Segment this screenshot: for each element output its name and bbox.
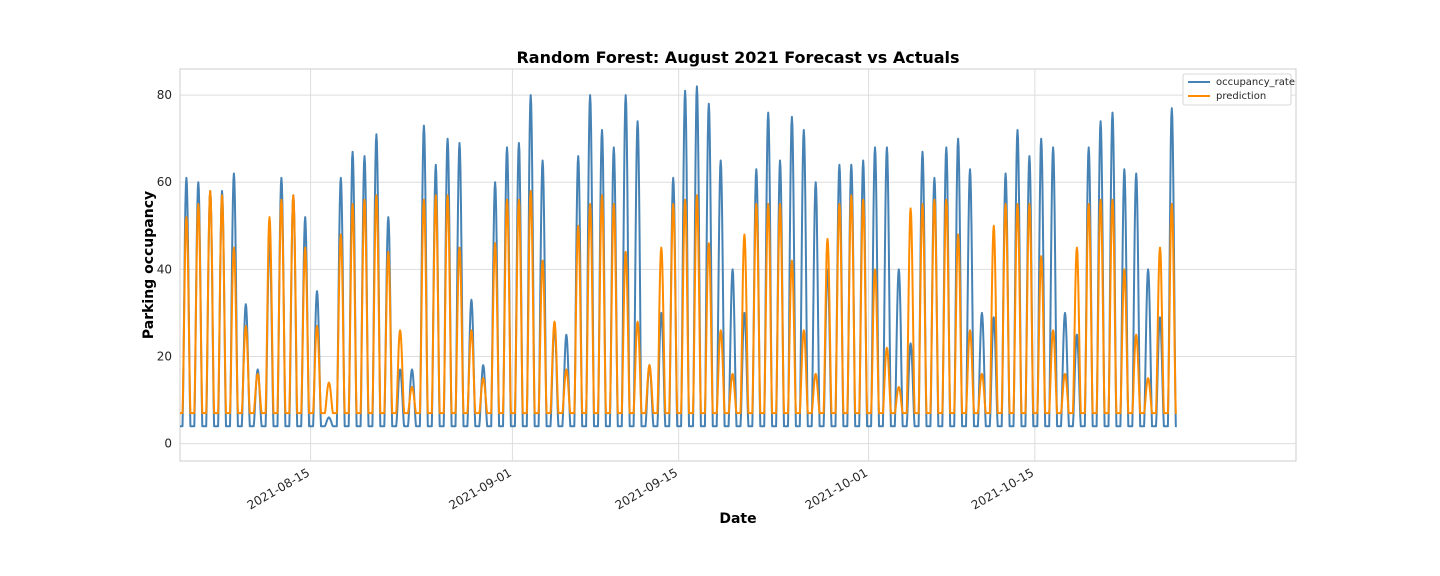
- y-tick-label: 40: [157, 262, 172, 276]
- y-tick-label: 60: [157, 175, 172, 189]
- x-tick-label: 2021-09-15: [613, 465, 680, 512]
- legend: occupancy_rate prediction: [1182, 73, 1295, 106]
- x-tick-label: 2021-09-01: [447, 465, 514, 512]
- x-axis-label: Date: [719, 511, 756, 527]
- grid-lines: [180, 69, 1296, 461]
- series-line-prediction: [179, 190, 1178, 415]
- series-line-occupancy-rate: [179, 85, 1178, 428]
- series-layer: [179, 85, 1178, 428]
- x-tick-label: 2021-10-15: [969, 465, 1036, 512]
- x-tick-label: 2021-10-01: [803, 465, 870, 512]
- y-tick-label: 80: [157, 88, 172, 102]
- legend-label-occupancy-rate: occupancy_rate: [1216, 77, 1295, 88]
- x-tick-label: 2021-08-15: [245, 465, 312, 512]
- y-axis-label: Parking occupancy: [141, 191, 157, 339]
- legend-label-prediction: prediction: [1216, 91, 1266, 102]
- y-tick-label: 20: [157, 349, 172, 363]
- chart-title: Random Forest: August 2021 Forecast vs A…: [516, 48, 959, 67]
- y-tick-label: 0: [164, 437, 172, 451]
